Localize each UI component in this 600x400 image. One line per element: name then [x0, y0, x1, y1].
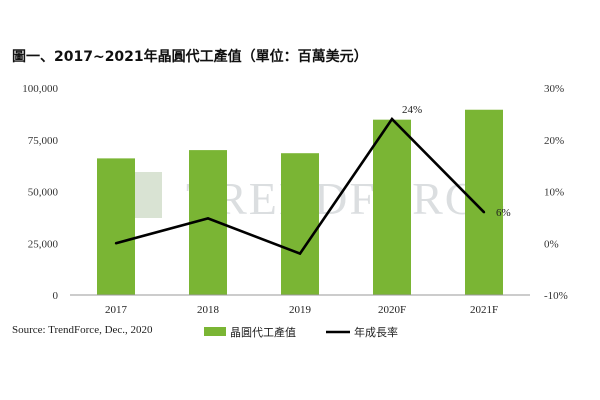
right-tick-label: 30%: [544, 83, 564, 95]
category-label: 2019: [289, 304, 312, 316]
growth-point-2019: [298, 252, 302, 255]
data-label-2020F: 24%: [402, 104, 422, 116]
left-tick-label: 25,000: [28, 238, 59, 250]
category-label: 2021F: [470, 304, 498, 316]
legend-line-label: 年成長率: [354, 325, 398, 339]
axes: 0 25,000 50,000 75,000 100,000 -10% 0% 10% 20% 30…: [22, 83, 568, 316]
growth-point-2017: [114, 242, 118, 245]
bar-2017: [97, 158, 135, 295]
watermark-text: TRENDFORCE: [186, 173, 508, 224]
legend-bar-label: 晶圓代工產值: [230, 325, 296, 339]
growth-line-series: 24% 6%: [114, 104, 511, 256]
data-label-2021F: 6%: [496, 207, 511, 219]
source-note: Source: TrendForce, Dec., 2020: [12, 324, 153, 336]
growth-point-2021F: [482, 211, 486, 214]
right-tick-label: 0%: [544, 238, 559, 250]
bar-2020F: [373, 119, 411, 296]
left-tick-label: 0: [53, 290, 59, 302]
category-label: 2017: [105, 304, 128, 316]
legend-bar-swatch: [204, 327, 226, 336]
growth-point-2018: [206, 217, 210, 220]
left-tick-label: 75,000: [28, 135, 59, 147]
right-tick-label: -10%: [544, 290, 568, 302]
category-label: 2020F: [378, 304, 406, 316]
left-tick-label: 100,000: [22, 83, 58, 95]
bar-2021F: [465, 109, 503, 295]
right-tick-label: 20%: [544, 135, 564, 147]
left-tick-label: 50,000: [28, 187, 59, 199]
legend: 晶圓代工產值 年成長率: [204, 325, 398, 339]
growth-point-2020F: [390, 117, 394, 121]
category-label: 2018: [197, 304, 220, 316]
bar-2019: [281, 153, 319, 295]
right-tick-label: 10%: [544, 187, 564, 199]
chart-title: 圖一、2017~2021年晶圓代工產值（單位：百萬美元）: [12, 49, 368, 65]
